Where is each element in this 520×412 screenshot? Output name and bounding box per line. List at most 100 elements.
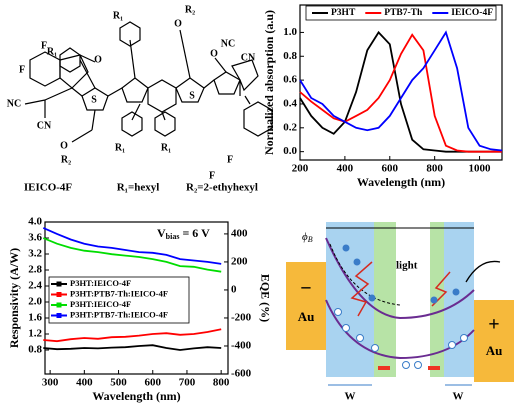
x-tick-label: 600 bbox=[382, 163, 399, 175]
legend-label: P3HT:IEICO-4F bbox=[70, 278, 131, 288]
y2-tick-label: -200 bbox=[231, 311, 252, 323]
y2-tick-label: 200 bbox=[231, 255, 248, 267]
atom-label: CN bbox=[241, 52, 256, 63]
electrode-label: Au bbox=[298, 309, 315, 324]
charts: 200 400 600 800 1000 0.0 0.2 0.4 0.6 0.8 1.0 Wavele… bbox=[7, 4, 503, 403]
legend-label: P3HT bbox=[331, 8, 356, 18]
r1-definition: R₁=hexyl bbox=[117, 182, 160, 194]
y-tick-label: 1.6 bbox=[28, 312, 42, 324]
active-left bbox=[374, 222, 396, 377]
x-tick-label: 400 bbox=[337, 163, 354, 175]
y-tick-label: 3.6 bbox=[28, 232, 42, 244]
atom-label: S bbox=[189, 90, 195, 101]
y-tick-label: 4.0 bbox=[28, 216, 42, 228]
electrode-label: Au bbox=[486, 343, 503, 358]
series-line bbox=[42, 227, 222, 265]
structure-skeleton bbox=[24, 21, 273, 143]
y-tick-label: 1.2 bbox=[28, 328, 42, 340]
atom-label: NC bbox=[221, 38, 235, 49]
legend-marker bbox=[56, 281, 62, 287]
plot-frame bbox=[44, 221, 229, 375]
series-line bbox=[42, 237, 222, 273]
y2-axis-label: EQE (%) bbox=[258, 274, 272, 322]
y-tick-label: 0.2 bbox=[283, 121, 297, 133]
x-tick-label: 600 bbox=[144, 377, 161, 389]
y-tick-label: 0.6 bbox=[283, 74, 297, 86]
y-tick-label: 2.4 bbox=[28, 280, 42, 292]
atom-label: R₁ bbox=[115, 142, 125, 153]
legend-box bbox=[48, 276, 190, 324]
y2-tick-label: 0 bbox=[231, 283, 237, 295]
atom-label: O bbox=[210, 48, 218, 59]
x-tick-label: 800 bbox=[213, 377, 230, 389]
y-tick-label: 0.8 bbox=[28, 344, 42, 356]
right-electrode bbox=[474, 300, 514, 382]
series-line bbox=[43, 328, 222, 343]
y2-tick-label: 400 bbox=[231, 227, 248, 239]
legend-marker bbox=[56, 302, 62, 308]
y2-tick-label: -600 bbox=[231, 368, 252, 380]
width-label: W bbox=[453, 391, 464, 403]
barrier-label: ϕB bbox=[302, 231, 313, 244]
annotation-part: = 6 V bbox=[179, 226, 210, 240]
y-tick-label: 0.4 bbox=[283, 97, 297, 109]
plot-frame bbox=[299, 4, 503, 161]
light-arrow bbox=[350, 261, 373, 317]
atom-label: CN bbox=[37, 120, 52, 131]
x-tick-label: 300 bbox=[42, 377, 59, 389]
series-line bbox=[299, 30, 503, 152]
depletion-right bbox=[444, 222, 474, 377]
atom-label: R₂ bbox=[61, 154, 71, 165]
holes bbox=[334, 308, 468, 369]
x-axis-label: Wavelength (nm) bbox=[357, 175, 445, 189]
atom-label: F bbox=[227, 154, 233, 165]
r2-definition: R₂=2-ethyhexyl bbox=[186, 182, 258, 194]
series-line bbox=[299, 33, 502, 153]
lumo-curve bbox=[325, 237, 475, 320]
atom-label: F bbox=[19, 64, 25, 75]
plus-sign: + bbox=[488, 314, 499, 336]
legend-marker bbox=[56, 292, 62, 297]
y-tick-label: 2.8 bbox=[28, 264, 42, 276]
atom-label: R₁ bbox=[161, 142, 171, 153]
depletion-left bbox=[326, 222, 374, 377]
y-tick-label: 2.0 bbox=[28, 296, 42, 308]
legend-marker bbox=[56, 313, 62, 318]
atom-label: R₁ bbox=[47, 46, 57, 57]
x-tick-label: 500 bbox=[110, 377, 127, 389]
legend-label: P3HT:IEICO-4F bbox=[70, 299, 131, 309]
legend-label: P3HT:PTB7-Th:IEICO-4F bbox=[70, 309, 168, 319]
emission-arrow bbox=[465, 260, 501, 283]
x-tick-label: 1000 bbox=[469, 163, 492, 175]
annotation-part: V bbox=[157, 226, 166, 240]
y-tick-label: 3.2 bbox=[28, 248, 42, 260]
annotation: Vbias = 6 V bbox=[157, 226, 210, 241]
atom-label: F bbox=[41, 40, 47, 51]
y-axis-label: Normalized absorption (a.u) bbox=[262, 10, 276, 155]
legend-label: IEICO-4F bbox=[451, 8, 493, 18]
atom-label: O bbox=[60, 140, 68, 151]
y2-tick-label: -400 bbox=[231, 340, 252, 352]
band-diagram: ϕB light − Au + Au W W bbox=[286, 222, 514, 403]
y-axis-label: Responsivity (A/W) bbox=[7, 248, 21, 348]
left-electrode bbox=[286, 262, 326, 350]
x-tick-label: 400 bbox=[76, 377, 93, 389]
atom-label: R₁ bbox=[113, 10, 123, 21]
y-tick-label: 0.0 bbox=[283, 145, 297, 157]
x-tick-label: 700 bbox=[179, 377, 196, 389]
atom-label: O bbox=[174, 18, 182, 29]
atom-label: F bbox=[209, 170, 215, 181]
atom-label: NC bbox=[7, 98, 21, 109]
electrons bbox=[342, 244, 460, 304]
series-line bbox=[43, 344, 222, 351]
light-label: light bbox=[396, 260, 418, 272]
minus-sign: − bbox=[300, 278, 311, 300]
compound-name: IEICO-4F bbox=[24, 182, 73, 194]
x-tick-label: 800 bbox=[426, 163, 443, 175]
y-tick-label: 0.8 bbox=[283, 50, 297, 62]
legend-label: PTB7-Th bbox=[384, 8, 423, 18]
annotation-part: bias bbox=[166, 232, 180, 241]
x-axis-label: Wavelength (nm) bbox=[92, 389, 180, 403]
